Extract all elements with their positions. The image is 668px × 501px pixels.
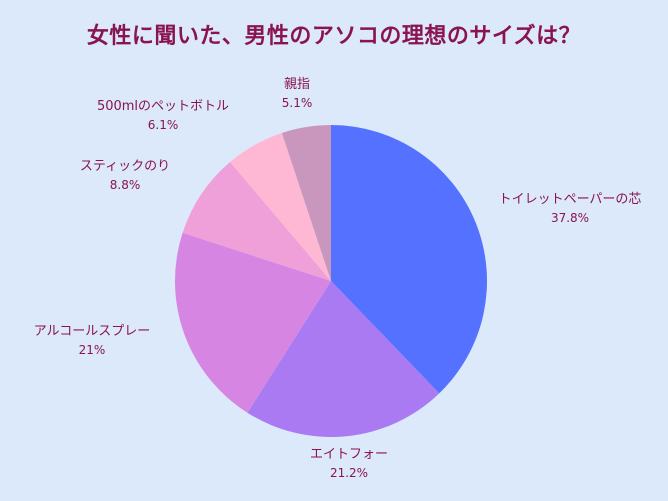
slice-label-stick-glue: スティックのり [80,159,170,174]
slice-label-alcohol-spray: アルコールスプレー [34,324,151,339]
slice-value-thumb: 5.1% [282,96,313,110]
slice-label-pet-bottle: 500mlのペットボトル [97,99,229,114]
slice-value-pet-bottle: 6.1% [148,118,179,132]
chart-title: 女性に聞いた、男性のアソコの理想のサイズは？ [86,24,582,49]
pie-slice-thumb [281,125,331,281]
slice-value-alcohol-spray: 21% [79,343,106,357]
pie-slice-toilet-paper-core [331,125,487,394]
pie-slice-alcohol-spray [174,232,331,413]
pie-slice-pet-bottle [230,132,331,281]
slice-value-stick-glue: 8.8% [110,178,141,192]
slice-value-eight-four: 21.2% [330,466,368,480]
slice-label-thumb: 親指 [284,77,310,92]
slice-value-toilet-paper-core: 37.8% [551,211,589,225]
slice-label-toilet-paper-core: トイレットペーパーの芯 [499,192,642,207]
slice-label-eight-four: エイトフォー [310,447,388,462]
pie-slice-eight-four [247,281,440,437]
pie-slice-stick-glue [182,162,331,281]
